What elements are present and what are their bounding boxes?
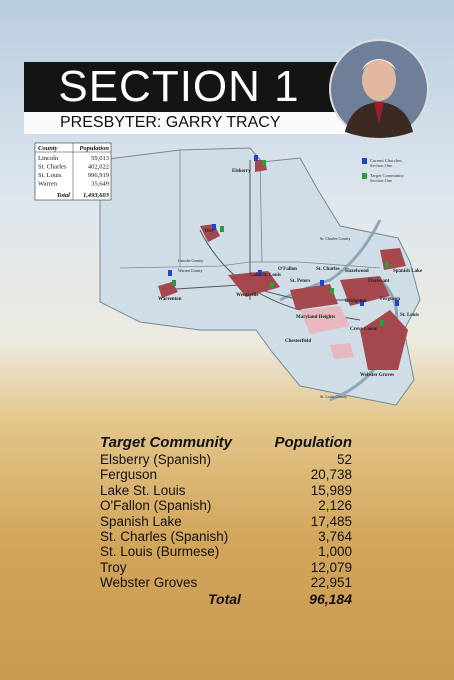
map-label: St. Charles County — [320, 236, 350, 241]
cell: St. Louis — [38, 172, 62, 179]
legend-label: Current Churches — [370, 158, 402, 163]
table-row: O'Fallon (Spanish) 2,126 — [100, 498, 352, 513]
cell: 35,649 — [91, 181, 109, 188]
cell: Total — [208, 590, 241, 607]
target-table: Target Community Population Elsberry (Span… — [100, 434, 352, 608]
cell: Total — [57, 192, 71, 199]
cell: Spanish Lake — [100, 513, 182, 529]
cell: 996,919 — [88, 172, 109, 179]
map-label: Hazelwood — [345, 269, 369, 274]
map-label: St. Charles — [316, 267, 340, 272]
cell: St. Louis (Burmese) — [100, 544, 220, 560]
table-row: Lake St. Louis 15,989 — [100, 483, 352, 498]
legend-label: Section One — [370, 163, 392, 168]
cell: 3,764 — [318, 529, 352, 545]
table-row: St. Charles (Spanish) 3,764 — [100, 529, 352, 544]
cell: 96,184 — [309, 590, 352, 607]
map-label: Lincoln County — [178, 258, 203, 263]
cell: Warren — [38, 181, 58, 188]
map-label: Wentzville — [236, 293, 259, 298]
cell: 2,126 — [318, 498, 352, 514]
table-row: Troy 12,079 — [100, 560, 352, 575]
subtitle: PRESBYTER: GARRY TRACY — [60, 114, 281, 131]
county-table: County Population Lincoln 59,013 St. Charles… — [34, 142, 112, 201]
table-row: Elsberry (Spanish) 52 — [100, 452, 352, 467]
cell: 1,493,603 — [83, 192, 110, 199]
cell: Lake St. Louis — [100, 482, 186, 498]
cell: 17,485 — [310, 513, 352, 529]
map-label: Elsberry — [232, 169, 251, 174]
table-row: Spanish Lake 17,485 — [100, 514, 352, 529]
map-label: Florissant — [368, 279, 390, 284]
cell: 15,989 — [310, 482, 352, 498]
cell: 1,000 — [318, 544, 352, 560]
cell: County — [38, 145, 58, 152]
cell: 12,079 — [310, 559, 352, 575]
cell: Webster Groves — [100, 575, 198, 591]
title: SECTION 1 — [58, 62, 300, 111]
table-row: St. Louis (Burmese) 1,000 — [100, 544, 352, 559]
cell: Population — [79, 145, 109, 152]
cell: Lincoln — [38, 155, 59, 162]
map-label: St. Peters — [290, 279, 310, 284]
map-label: Chesterfield — [285, 339, 311, 344]
cell: 402,022 — [88, 164, 109, 171]
map-label: O'Fallon — [278, 267, 297, 272]
map-label: Troy — [204, 229, 215, 234]
map-label: Bridgeton — [345, 299, 367, 304]
map-label: Creve Coeur — [350, 327, 378, 332]
map-label: Warrenton — [158, 297, 182, 302]
table-row: Ferguson 20,738 — [100, 467, 352, 482]
cell: Population — [274, 434, 353, 451]
table-row: Webster Groves 22,951 — [100, 575, 352, 590]
title-band — [24, 62, 354, 112]
cell: Target Community — [100, 434, 232, 451]
map-label: Spanish Lake — [393, 269, 423, 274]
map-label: St. Louis — [400, 313, 419, 318]
legend-label: Section One — [370, 178, 392, 183]
cell: St. Charles — [38, 164, 67, 171]
map-label: Lake St. Louis — [250, 273, 281, 278]
cell: Elsberry (Spanish) — [100, 452, 212, 467]
map-label: Ferguson — [380, 297, 400, 302]
map-label: Maryland Heights — [296, 315, 335, 320]
cell: St. Charles (Spanish) — [100, 529, 229, 545]
map-label: Warren County — [178, 268, 202, 273]
map: Current Churches Section One Target Comm… — [99, 147, 423, 406]
map-label: St. Louis County — [320, 394, 347, 399]
map-label: Webster Groves — [360, 373, 394, 378]
table-row: Total 96,184 — [100, 591, 352, 608]
subtitle-band — [24, 112, 354, 134]
cell: 22,951 — [310, 575, 352, 591]
cell: 20,738 — [310, 467, 352, 483]
legend-label: Target Community — [370, 173, 405, 178]
portrait — [329, 39, 429, 139]
cell: Troy — [100, 559, 127, 575]
cell: 59,013 — [91, 155, 109, 162]
cell: Ferguson — [100, 467, 158, 483]
cell: 52 — [336, 452, 352, 467]
cell: O'Fallon (Spanish) — [100, 498, 212, 514]
table-row: Target Community Population — [100, 434, 352, 452]
